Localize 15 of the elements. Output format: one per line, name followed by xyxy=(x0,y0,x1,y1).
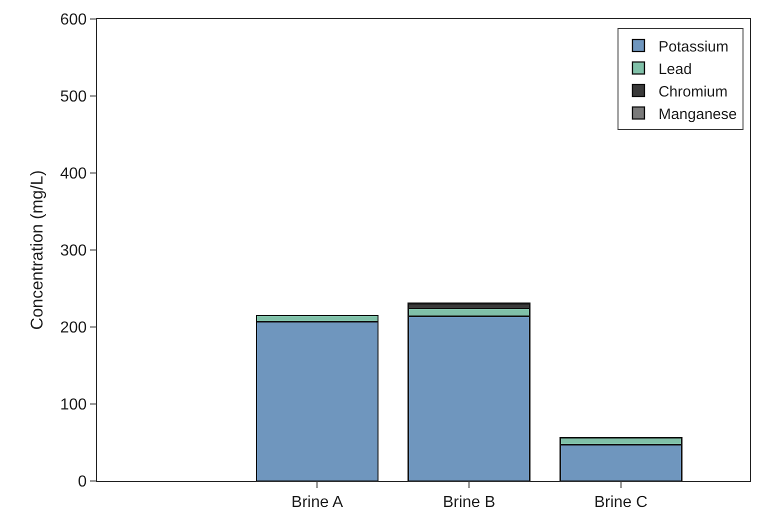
y-tick-label: 400 xyxy=(60,166,87,183)
x-tick-label: Brine A xyxy=(291,494,344,512)
y-tick-label: 500 xyxy=(60,88,87,106)
y-axis-title: Concentration (mg/L) xyxy=(28,170,47,330)
legend-label: Chromium xyxy=(658,83,728,100)
y-tick-label: 300 xyxy=(60,242,87,260)
legend-label: Manganese xyxy=(658,106,737,123)
y-tick-label: 600 xyxy=(60,12,87,29)
y-tick-label: 0 xyxy=(78,474,87,491)
x-tick-label: Brine C xyxy=(594,494,648,512)
legend-label: Lead xyxy=(658,60,692,78)
x-tick-label: Brine B xyxy=(442,494,496,512)
y-tick-label: 100 xyxy=(60,396,87,414)
legend-label: Potassium xyxy=(658,38,728,56)
y-tick-label: 200 xyxy=(60,320,87,337)
